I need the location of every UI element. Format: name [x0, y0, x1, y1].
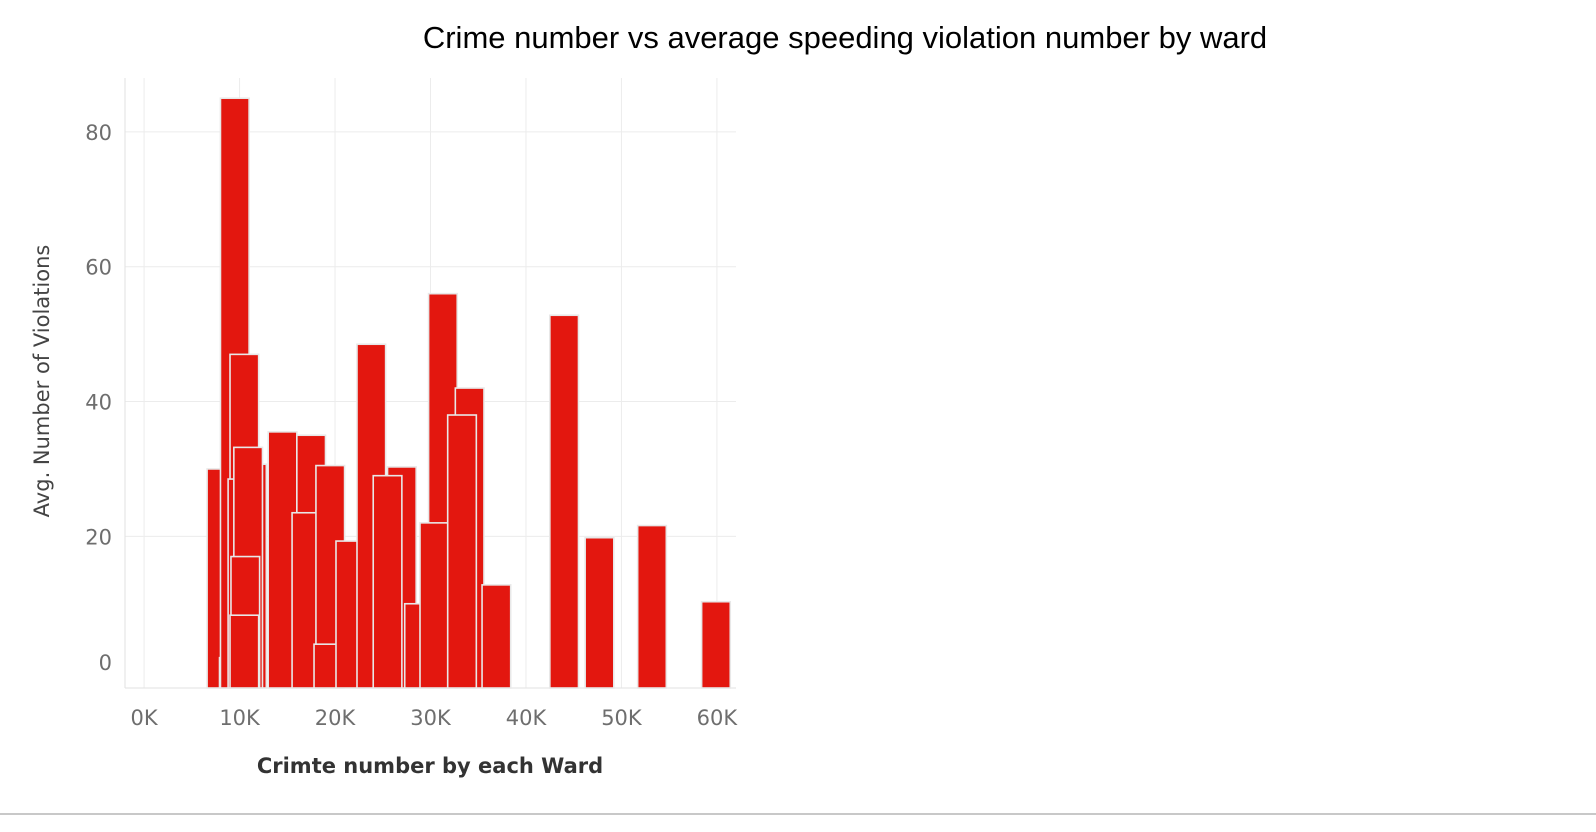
bar-20[interactable]: [372, 474, 403, 689]
y-tick-label: 60: [85, 256, 112, 280]
chart-title: Crime number vs average speeding violati…: [422, 20, 1268, 55]
y-axis-title: Avg. Number of Violations: [30, 245, 54, 518]
x-tick-label: 60K: [697, 706, 739, 730]
x-tick-label: 50K: [601, 706, 643, 730]
x-axis-title: Crimte number by each Ward: [257, 754, 603, 778]
bar-28[interactable]: [584, 536, 615, 689]
x-tick-label: 40K: [506, 706, 548, 730]
bar-29[interactable]: [636, 524, 668, 689]
y-tick-label: 80: [85, 121, 112, 145]
y-axis-ticks: 0 20 40 60 80: [85, 121, 112, 675]
x-tick-label: 10K: [219, 706, 261, 730]
y-tick-label: 40: [85, 391, 112, 415]
bar-11[interactable]: [229, 614, 260, 689]
x-tick-label: 30K: [410, 706, 452, 730]
x-axis-ticks: 0K 10K 20K 30K 40K 50K 60K: [131, 706, 739, 730]
bar-27[interactable]: [549, 314, 580, 689]
x-tick-label: 20K: [315, 706, 357, 730]
y-tick-label: 20: [85, 525, 112, 549]
y-tick-label: 0: [99, 651, 112, 675]
bar-26[interactable]: [481, 584, 512, 689]
bar-25[interactable]: [446, 414, 478, 689]
bars: [206, 97, 732, 689]
bar-30[interactable]: [700, 600, 732, 689]
bottom-divider: [0, 813, 1596, 815]
x-tick-label: 0K: [131, 706, 159, 730]
bar-23[interactable]: [419, 522, 450, 689]
